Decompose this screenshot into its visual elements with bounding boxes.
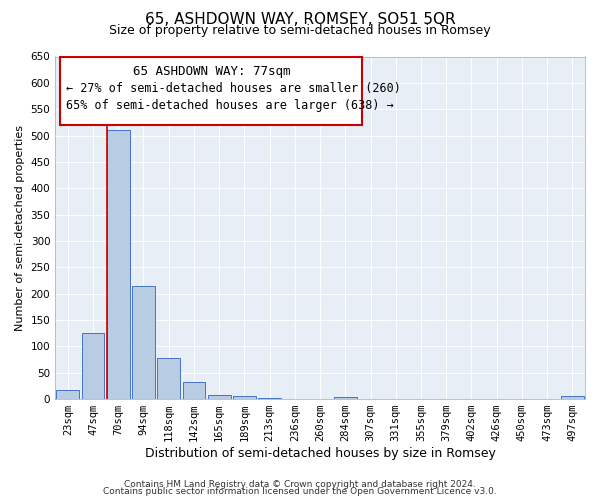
FancyBboxPatch shape (61, 56, 362, 125)
Bar (107, 130, 130, 399)
Bar (334, 397, 356, 399)
Text: Size of property relative to semi-detached houses in Romsey: Size of property relative to semi-detach… (109, 24, 491, 37)
Bar (56, 390, 79, 399)
X-axis label: Distribution of semi-detached houses by size in Romsey: Distribution of semi-detached houses by … (145, 447, 496, 460)
Bar (132, 286, 155, 399)
Text: Contains public sector information licensed under the Open Government Licence v3: Contains public sector information licen… (103, 487, 497, 496)
Text: ← 27% of semi-detached houses are smaller (260): ← 27% of semi-detached houses are smalle… (66, 82, 401, 95)
Text: 65 ASHDOWN WAY: 77sqm: 65 ASHDOWN WAY: 77sqm (133, 65, 290, 78)
Bar (208, 395, 230, 399)
Bar (82, 332, 104, 399)
Bar (258, 398, 281, 399)
Bar (157, 358, 180, 399)
Bar (561, 396, 584, 399)
Text: Contains HM Land Registry data © Crown copyright and database right 2024.: Contains HM Land Registry data © Crown c… (124, 480, 476, 489)
Y-axis label: Number of semi-detached properties: Number of semi-detached properties (15, 125, 25, 331)
Bar (182, 382, 205, 399)
Bar (233, 396, 256, 399)
Text: 65% of semi-detached houses are larger (638) →: 65% of semi-detached houses are larger (… (66, 100, 394, 112)
Text: 65, ASHDOWN WAY, ROMSEY, SO51 5QR: 65, ASHDOWN WAY, ROMSEY, SO51 5QR (145, 12, 455, 28)
